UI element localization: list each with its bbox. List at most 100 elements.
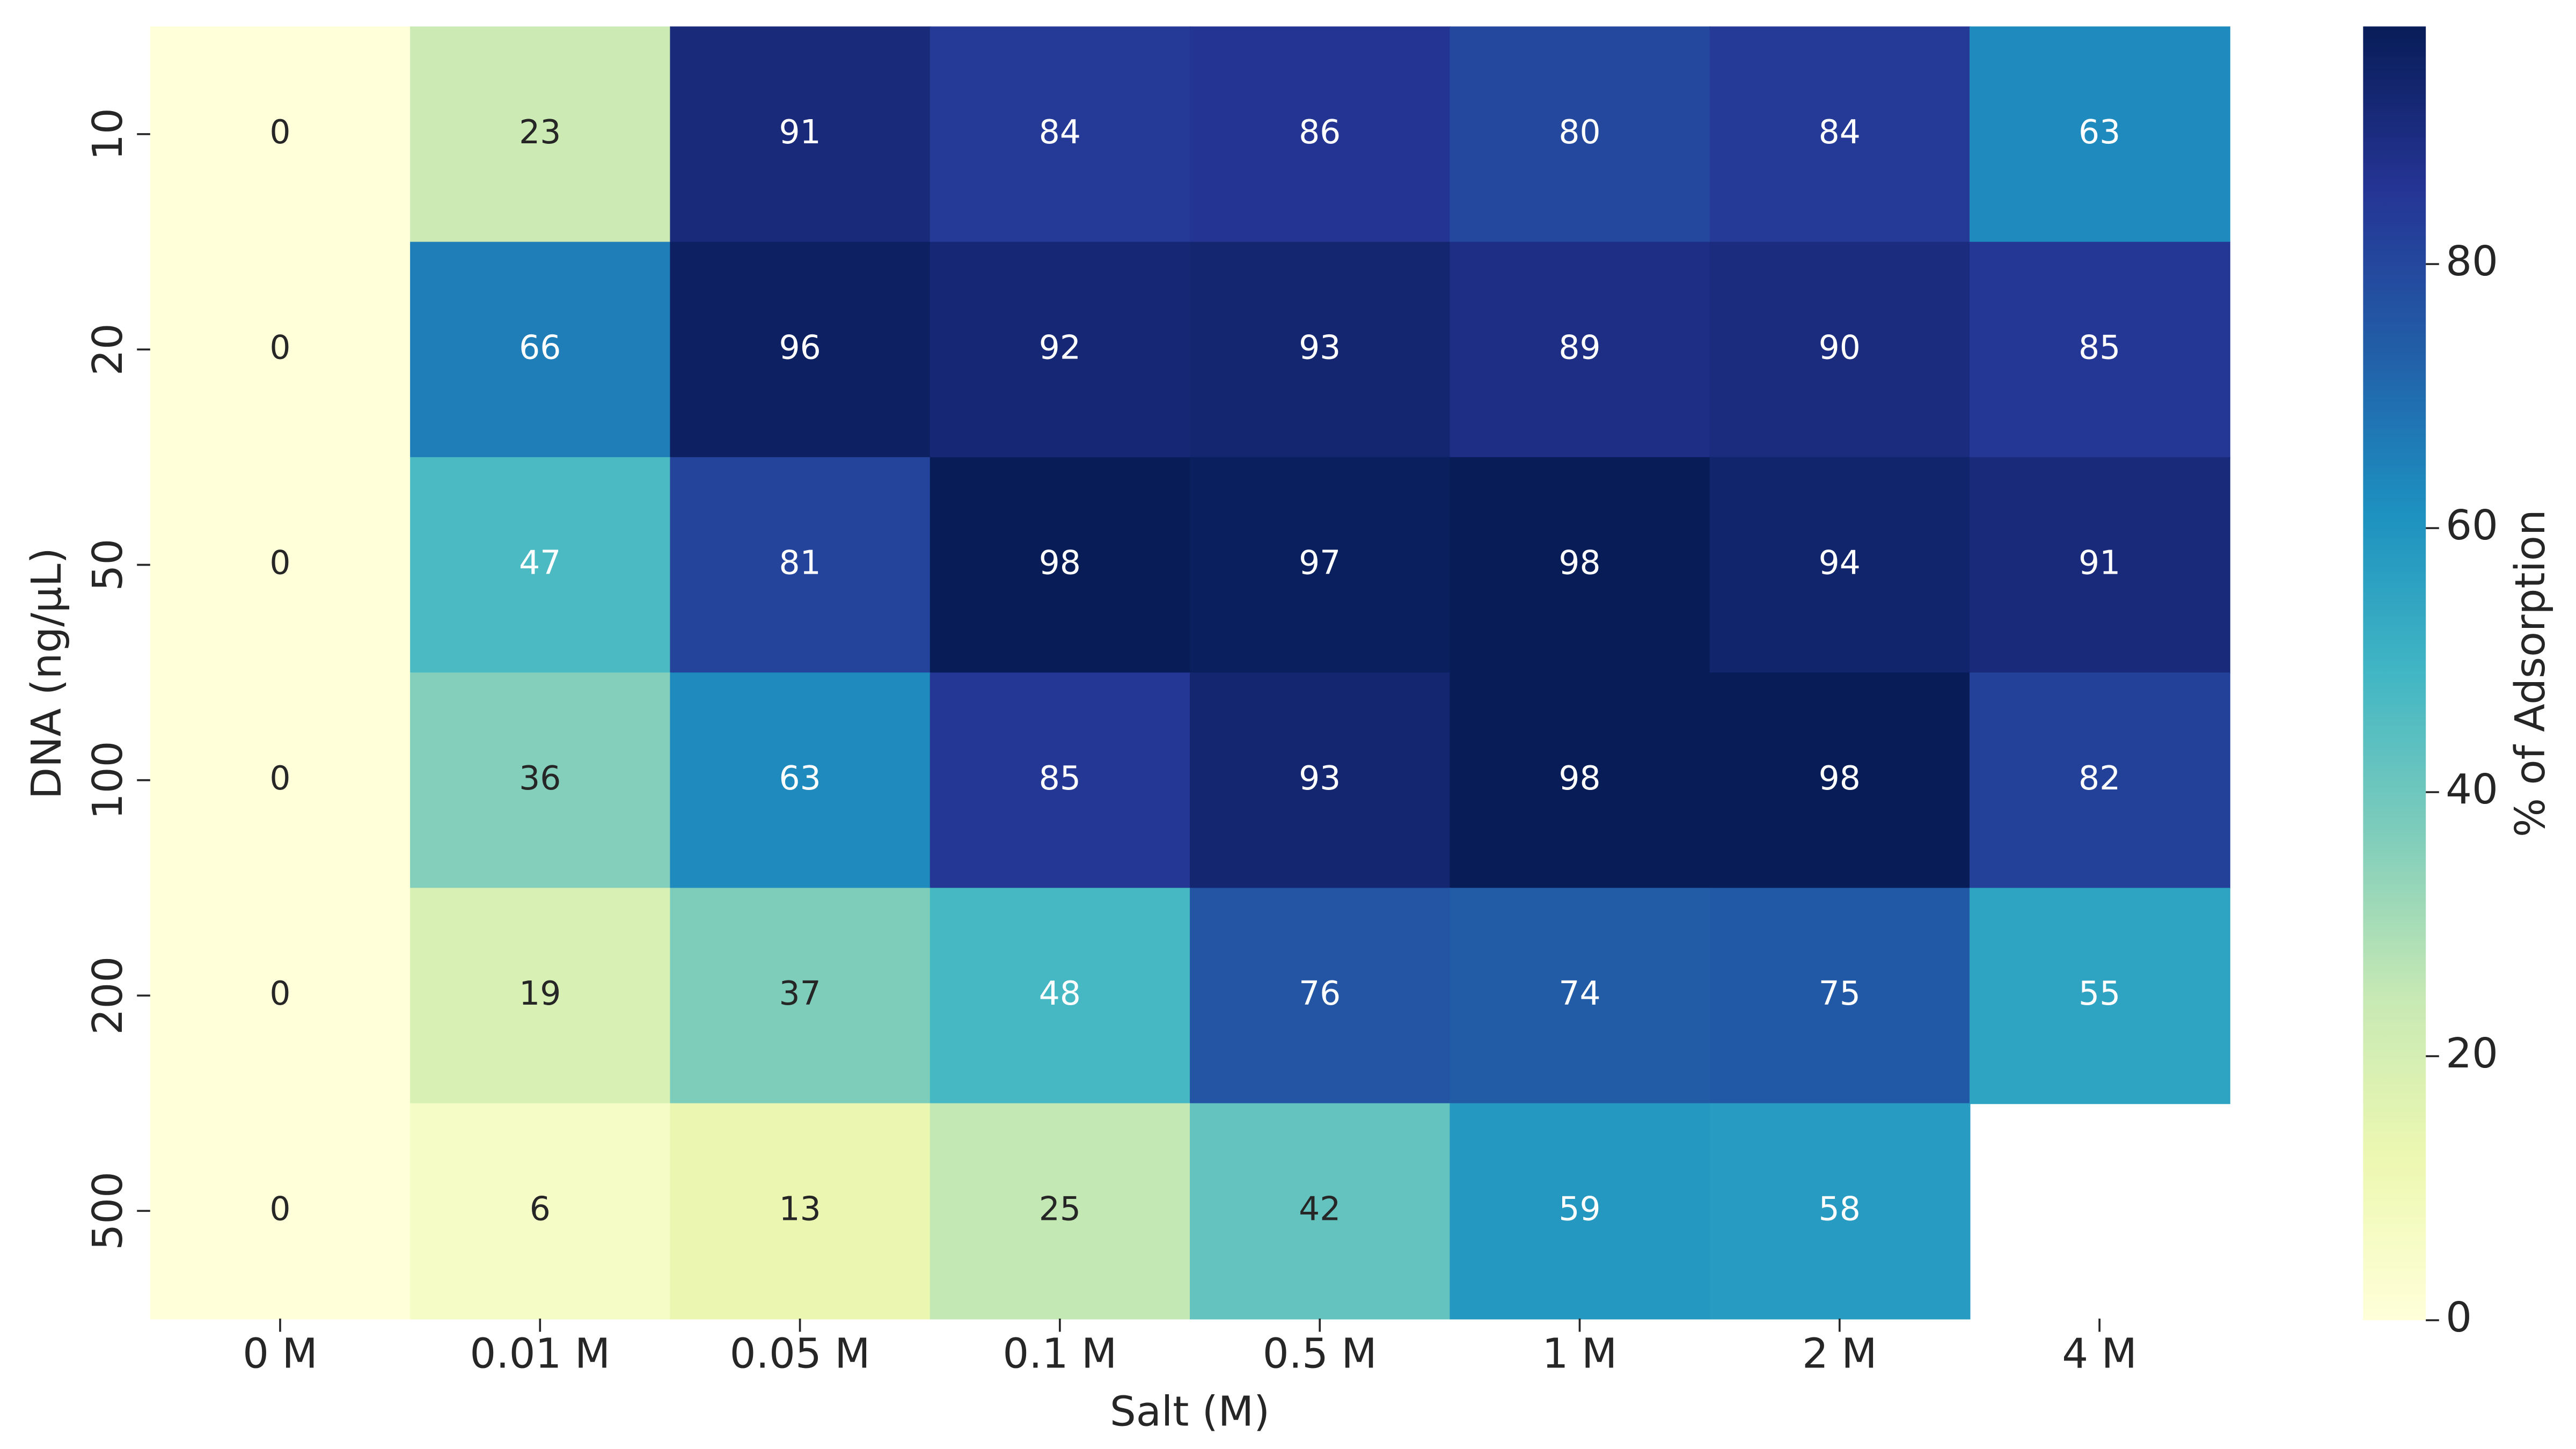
heatmap-cell	[1450, 1103, 1711, 1320]
heatmap-cell	[1450, 241, 1711, 458]
heatmap-cell	[150, 888, 411, 1104]
y-tick-label: 50	[84, 539, 132, 591]
cell-label: 98	[1819, 759, 1861, 797]
heatmap-cell	[1969, 241, 2230, 458]
cell-label: 85	[2079, 328, 2120, 367]
cell-label: 81	[779, 544, 821, 582]
cell-label: 55	[2079, 974, 2120, 1013]
heatmap-cell	[930, 888, 1191, 1104]
cell-label: 59	[1558, 1189, 1600, 1228]
heatmap-cell	[1709, 1103, 1971, 1320]
cell-label: 94	[1819, 544, 1861, 582]
heatmap-cell	[1709, 888, 1971, 1104]
heatmap-cell	[930, 26, 1191, 243]
heatmap-cell	[670, 26, 931, 243]
heatmap-cell	[670, 457, 931, 674]
cell-label: 75	[1819, 974, 1861, 1013]
x-axis-label: Salt (M)	[1110, 1388, 1270, 1436]
cell-label: 84	[1039, 113, 1081, 151]
heatmap-cell	[1969, 888, 2230, 1104]
y-tick-label: 20	[84, 323, 132, 376]
heatmap-cell	[410, 457, 671, 674]
heatmap-cell	[930, 457, 1191, 674]
cell-label: 37	[779, 974, 821, 1013]
heatmap-cell	[930, 672, 1191, 889]
cell-label: 97	[1299, 544, 1341, 582]
heatmap-cell	[410, 26, 671, 243]
x-tick-label: 0.01 M	[470, 1330, 610, 1378]
x-tick-label: 0.05 M	[730, 1330, 870, 1378]
heatmap-cell	[1190, 672, 1451, 889]
x-tick-label: 0.1 M	[1002, 1330, 1117, 1378]
cell-label: 0	[269, 1189, 290, 1228]
cell-label: 47	[519, 544, 561, 582]
cell-label: 85	[1039, 759, 1081, 797]
heatmap-cell	[410, 888, 671, 1104]
colorbar-tick-label: 80	[2446, 238, 2498, 286]
heatmap-cell	[930, 1103, 1191, 1320]
cell-label: 25	[1039, 1189, 1081, 1228]
cell-label: 98	[1558, 544, 1600, 582]
heatmap-cell	[150, 1103, 411, 1320]
cell-label: 89	[1558, 328, 1600, 367]
heatmap-cell	[1190, 1103, 1451, 1320]
cell-label: 13	[779, 1189, 821, 1228]
cell-label: 91	[779, 113, 821, 151]
cell-label: 6	[530, 1189, 551, 1228]
heatmap-cell	[1190, 26, 1451, 243]
y-tick-label: 100	[84, 741, 132, 819]
y-tick-label: 500	[84, 1172, 132, 1250]
cell-label: 0	[269, 544, 290, 582]
heatmap-cell	[1709, 26, 1971, 243]
colorbar-tick-label: 20	[2446, 1030, 2498, 1078]
cell-label: 93	[1299, 759, 1341, 797]
heatmap-cell	[1969, 457, 2230, 674]
heatmap-cell	[150, 241, 411, 458]
heatmap-cell	[1190, 888, 1451, 1104]
heatmap-cell	[1709, 241, 1971, 458]
heatmap-cell	[930, 241, 1191, 458]
colorbar-tick-label: 40	[2446, 766, 2498, 814]
cell-label: 91	[2079, 544, 2120, 582]
heatmap-cell	[1709, 672, 1971, 889]
heatmap-cell	[150, 26, 411, 243]
cell-label: 92	[1039, 328, 1081, 367]
cell-label: 0	[269, 113, 290, 151]
heatmap-cell	[1450, 888, 1711, 1104]
colorbar-tick-label: 60	[2446, 502, 2498, 550]
cell-label: 66	[519, 328, 561, 367]
cell-label: 48	[1039, 974, 1081, 1013]
cell-label: 63	[2079, 113, 2120, 151]
cell-label: 80	[1558, 113, 1600, 151]
cell-label: 84	[1819, 113, 1861, 151]
x-tick-label: 1 M	[1542, 1330, 1618, 1378]
heatmap-cell	[670, 1103, 931, 1320]
x-tick-label: 0 M	[243, 1330, 318, 1378]
cell-label: 42	[1299, 1189, 1341, 1228]
cell-label: 93	[1299, 328, 1341, 367]
heatmap-cell	[670, 241, 931, 458]
cell-label: 86	[1299, 113, 1341, 151]
x-tick-label: 4 M	[2062, 1330, 2137, 1378]
cell-label: 96	[779, 328, 821, 367]
colorbar-tick-label: 0	[2446, 1294, 2472, 1342]
heatmap-cell	[1190, 241, 1451, 458]
heatmap-cell	[410, 241, 671, 458]
cell-label: 63	[779, 759, 821, 797]
x-tick-label: 2 M	[1802, 1330, 1877, 1378]
cell-label: 98	[1558, 759, 1600, 797]
heatmap-cell	[1969, 26, 2230, 243]
cell-label: 74	[1558, 974, 1600, 1013]
y-axis-label: DNA (ng/µL)	[23, 547, 71, 799]
heatmap-cell	[410, 1103, 671, 1320]
heatmap-cell	[1450, 672, 1711, 889]
cell-label: 98	[1039, 544, 1081, 582]
colorbar-label: % of Adsorption	[2507, 509, 2555, 837]
y-tick-label: 200	[84, 956, 132, 1035]
heatmap-cell	[150, 457, 411, 674]
heatmap-cell	[1190, 457, 1451, 674]
heatmap-cell	[410, 672, 671, 889]
colorbar	[2363, 26, 2426, 1321]
cell-label: 90	[1819, 328, 1861, 367]
